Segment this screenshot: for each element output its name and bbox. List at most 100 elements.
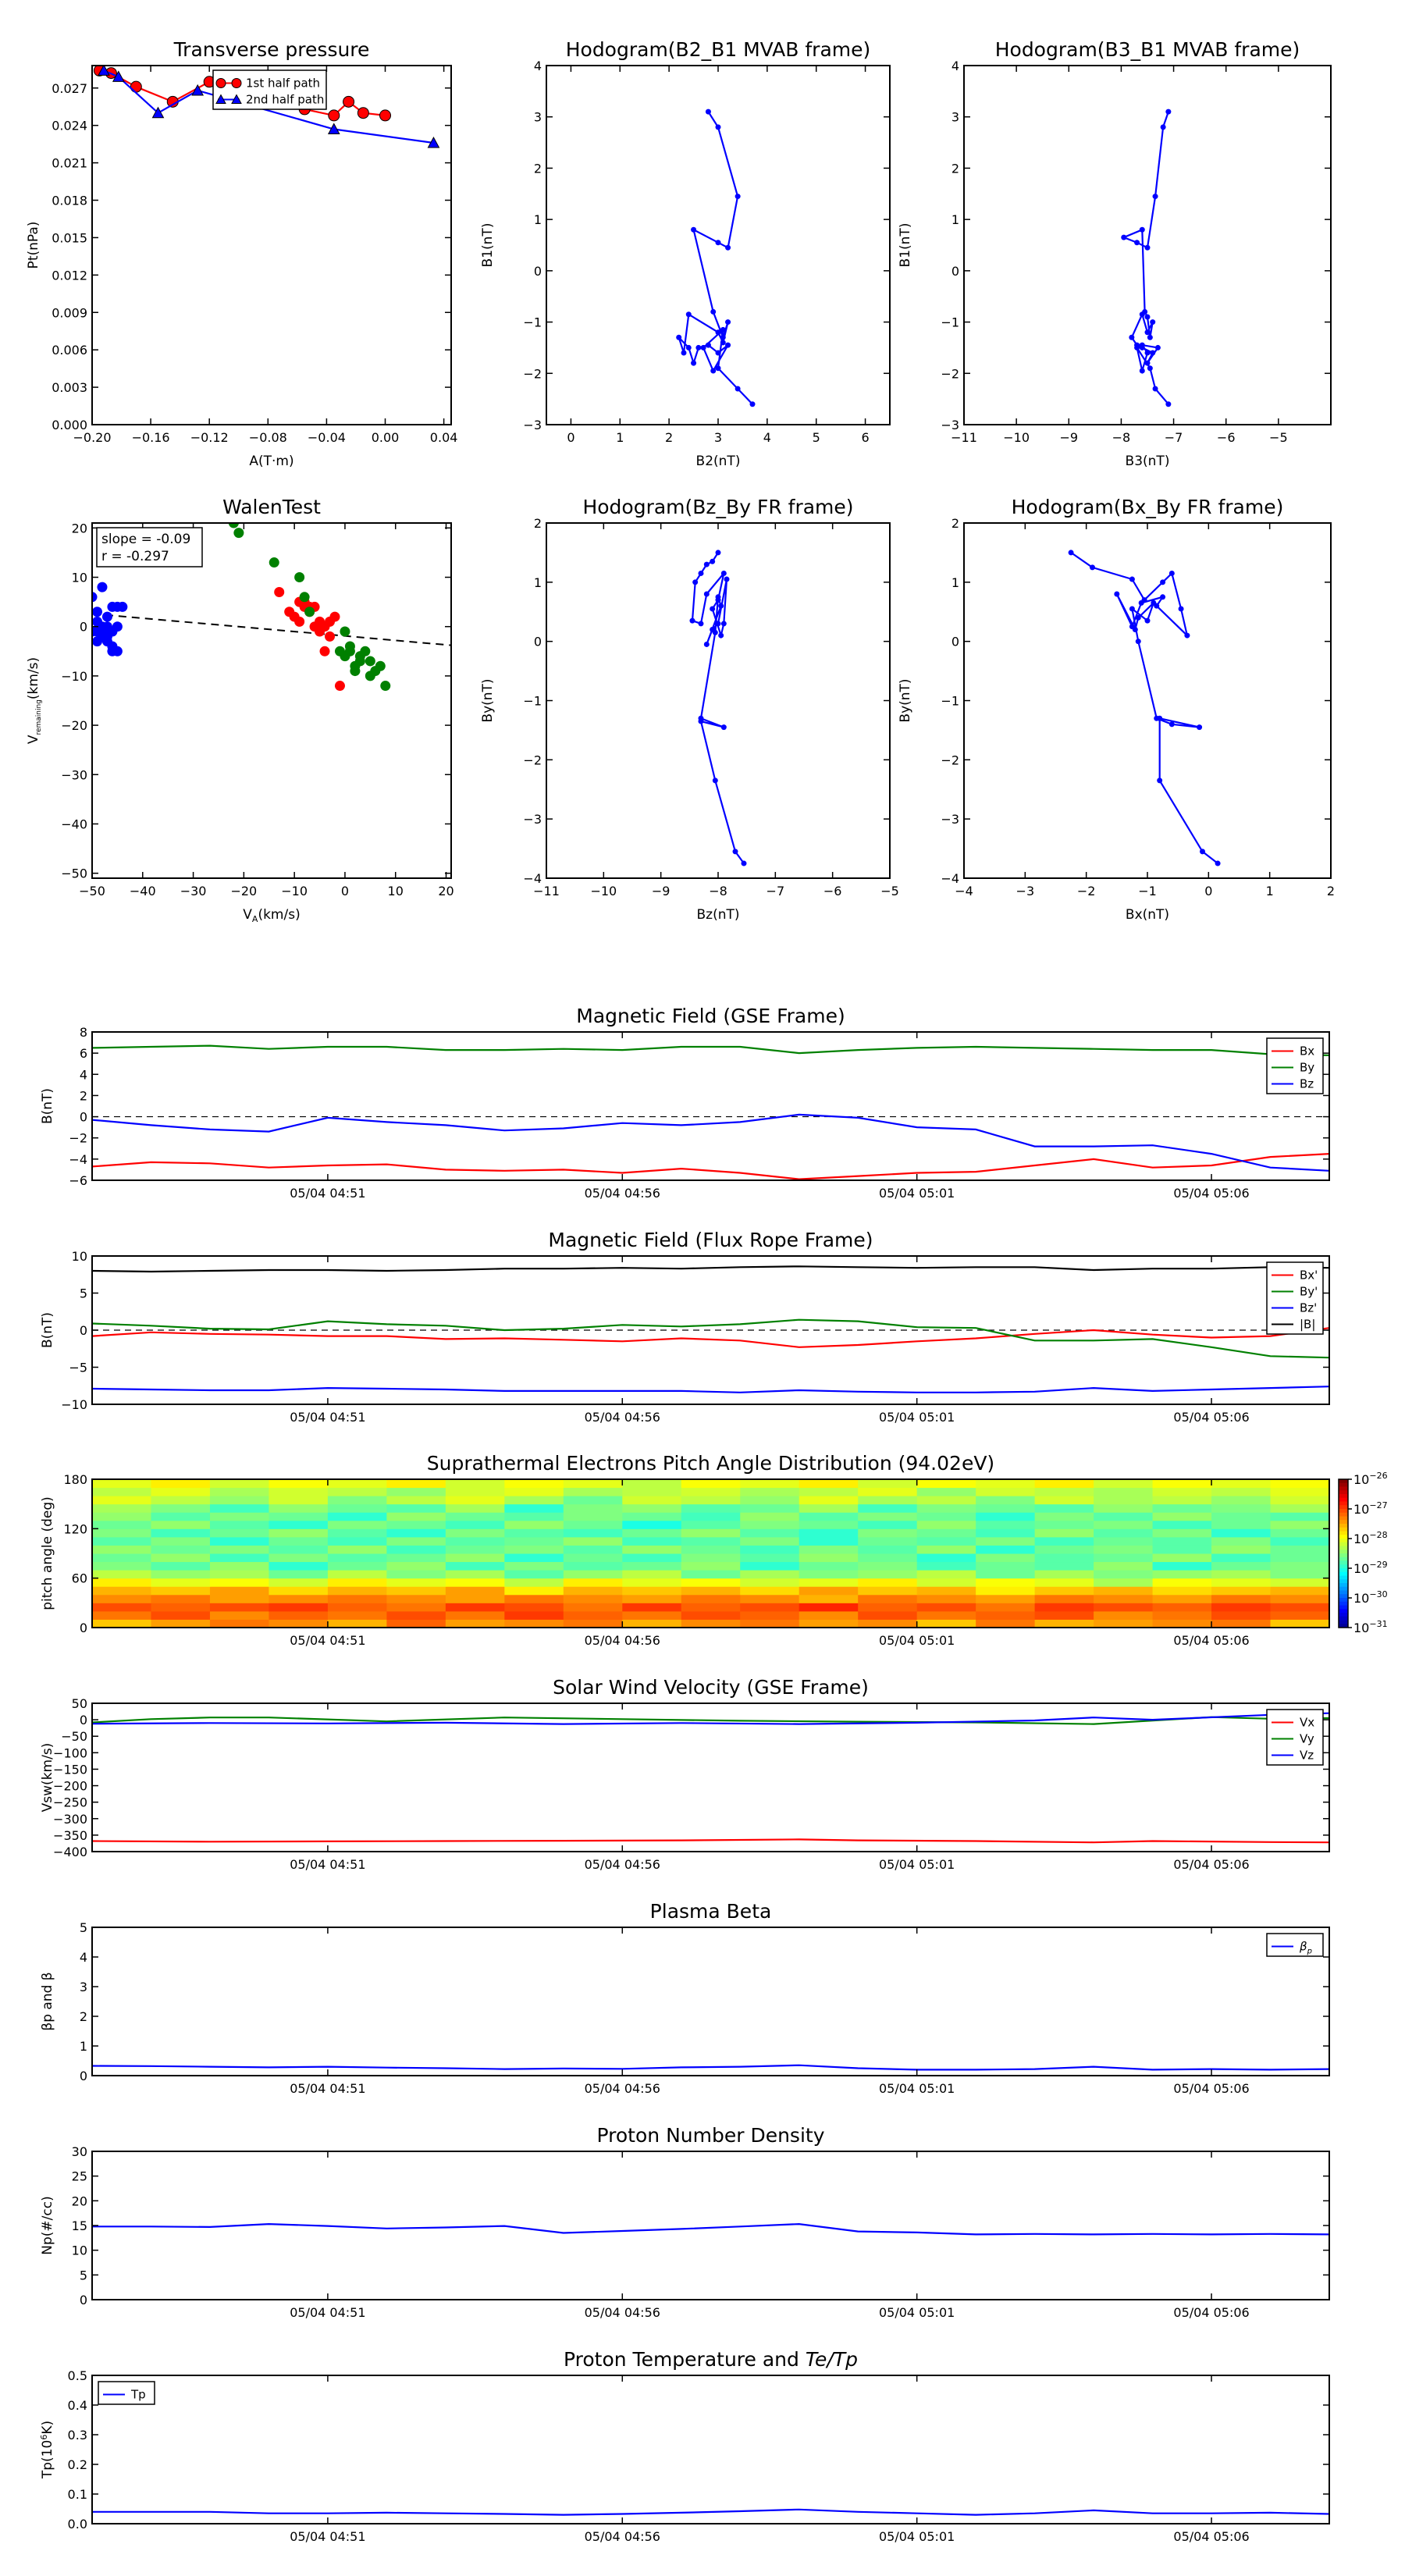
x-tick-label: 1 — [616, 430, 624, 445]
heatmap-cell — [1270, 1487, 1329, 1496]
data-point — [1150, 319, 1156, 326]
x-tick-label: 05/04 05:01 — [879, 2305, 955, 2320]
colorbar-segment — [1339, 1535, 1348, 1539]
heatmap-cell — [386, 1561, 446, 1571]
heatmap-cell — [504, 1570, 564, 1579]
colorbar-segment — [1339, 1497, 1348, 1502]
chart-walen: WalenTest −50 −40 −30 −20 −10 0 10 20 −50 −40 −30 −2… — [26, 496, 454, 924]
y-tick-label: 10 — [72, 1249, 87, 1264]
data-point — [299, 592, 310, 603]
plot-frame — [91, 2375, 1330, 2524]
heatmap-cell — [327, 1503, 387, 1513]
y-tick-label: 0 — [80, 620, 87, 635]
data-point — [1147, 365, 1153, 372]
data-point — [725, 342, 731, 348]
y-tick-label: 2 — [951, 161, 959, 176]
heatmap-cell — [327, 1570, 387, 1579]
heatmap-cell — [740, 1553, 800, 1563]
series-line — [1121, 111, 1169, 405]
heatmap-cell — [858, 1536, 918, 1546]
heatmap-cell — [1211, 1512, 1272, 1521]
data-point — [735, 386, 741, 392]
data-point — [710, 558, 716, 564]
heatmap-cell — [1152, 1561, 1212, 1571]
y-tick-label: 2 — [951, 516, 959, 531]
heatmap-cell — [92, 1619, 151, 1628]
plot-area — [92, 1265, 1329, 1393]
heatmap-cell — [504, 1561, 564, 1571]
heatmap-cell — [445, 1536, 505, 1546]
x-tick-label: −9 — [1059, 430, 1078, 445]
y-tick-label: −50 — [61, 1729, 87, 1744]
heatmap-cell — [976, 1553, 1036, 1563]
y-tick-label: −2 — [523, 366, 542, 381]
chart-bfr: Magnetic Field (Flux Rope Frame) 05/04 04… — [40, 1229, 1330, 1425]
data-point — [354, 656, 365, 667]
heatmap-cell — [1211, 1503, 1272, 1513]
data-point — [1160, 594, 1166, 600]
plot-frame — [963, 522, 1332, 879]
x-tick-label: 0.04 — [430, 430, 458, 445]
chart-title: Transverse pressure — [173, 38, 370, 61]
y-tick-label: 50 — [72, 1696, 87, 1711]
heatmap-cell — [1152, 1610, 1212, 1620]
legend-box — [1266, 1261, 1324, 1335]
heatmap-cell — [445, 1479, 505, 1489]
heatmap-cell — [151, 1578, 211, 1587]
heatmap-cell — [563, 1503, 623, 1513]
heatmap-cell — [1094, 1536, 1154, 1546]
heatmap-cell — [386, 1479, 446, 1489]
heatmap-cell — [269, 1578, 329, 1587]
heatmap-cell — [151, 1496, 211, 1505]
heatmap-cell — [445, 1528, 505, 1538]
heatmap-cell — [916, 1561, 976, 1571]
heatmap-cell — [799, 1586, 859, 1596]
data-point — [1090, 564, 1095, 571]
annotation: slope = -0.09 r = -0.297 — [96, 527, 203, 568]
data-point — [107, 641, 118, 652]
chart-title: Magnetic Field (GSE Frame) — [576, 1005, 845, 1027]
heatmap-cell — [1270, 1561, 1329, 1571]
series-line — [92, 1318, 1329, 1359]
heatmap-cell — [916, 1586, 976, 1596]
heatmap-cell — [1152, 1520, 1212, 1529]
data-point — [685, 344, 692, 350]
heatmap-cell — [209, 1578, 269, 1587]
x-tick-label: −6 — [823, 884, 842, 898]
plot-frame — [546, 522, 891, 879]
y-tick-label: −1 — [523, 315, 542, 330]
heatmap-cell — [92, 1520, 151, 1529]
y-tick-label: 0 — [80, 2069, 87, 2083]
heatmap-cell — [1270, 1520, 1329, 1529]
heatmap-cell — [209, 1619, 269, 1628]
legend: Tp — [98, 2381, 155, 2405]
data-point — [1144, 244, 1151, 251]
y-tick-label: −2 — [69, 1131, 87, 1146]
data-point — [689, 617, 695, 624]
y-tick-label: −40 — [61, 817, 87, 831]
chart-title: Proton Number Density — [597, 2124, 825, 2147]
chart-title: Magnetic Field (Flux Rope Frame) — [548, 1229, 873, 1251]
data-point — [304, 607, 315, 617]
heatmap-cell — [1152, 1503, 1212, 1513]
colorbar-segment — [1339, 1624, 1348, 1628]
x-tick-label: −7 — [1165, 430, 1183, 445]
heatmap-cell — [1034, 1578, 1094, 1587]
heatmap-cell — [151, 1561, 211, 1571]
y-axis-label: Pt(nPa) — [26, 222, 41, 269]
heatmap-cell — [799, 1610, 859, 1620]
heatmap-cell — [622, 1561, 682, 1571]
heatmap-cell — [269, 1487, 329, 1496]
plot-area — [92, 2508, 1329, 2516]
heatmap-cell — [327, 1553, 387, 1563]
series-line — [92, 1327, 1329, 1348]
heatmap-cell — [563, 1496, 623, 1505]
x-tick-label: −10 — [281, 884, 308, 898]
legend-label: Tp — [130, 2388, 146, 2402]
data-point — [715, 621, 721, 627]
heatmap-cell — [799, 1536, 859, 1546]
data-point — [112, 621, 123, 632]
heatmap-cell — [151, 1520, 211, 1529]
data-point — [344, 646, 355, 656]
heatmap-cell — [92, 1479, 151, 1489]
